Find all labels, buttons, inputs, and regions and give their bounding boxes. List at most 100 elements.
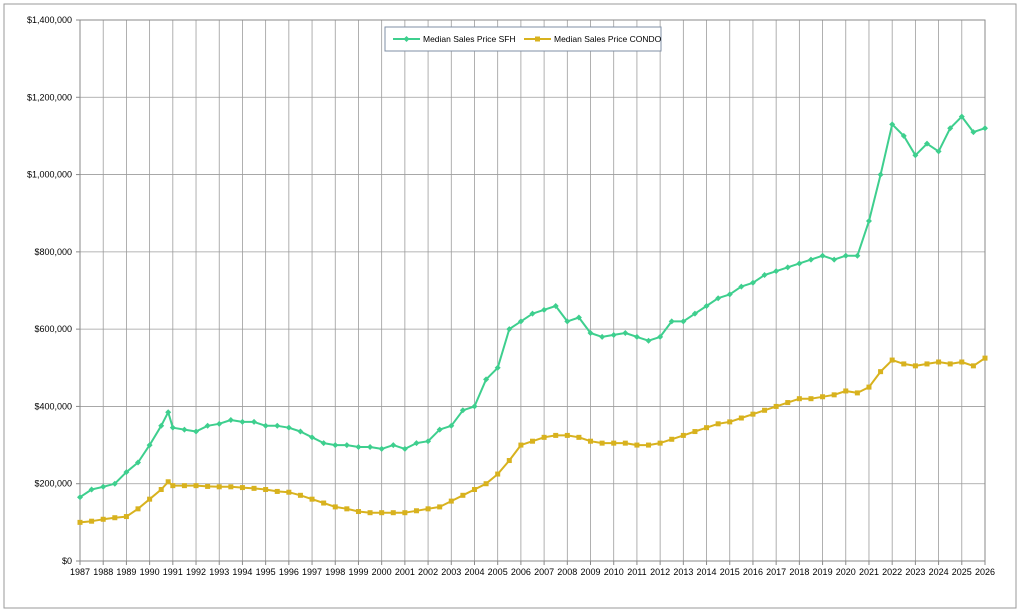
data-point xyxy=(135,506,141,512)
data-point xyxy=(355,444,362,451)
data-point xyxy=(169,424,176,431)
data-point xyxy=(738,283,745,290)
data-point xyxy=(239,485,245,491)
data-point xyxy=(564,318,571,325)
data-point xyxy=(401,445,408,452)
data-point xyxy=(239,418,246,425)
x-tick-label: 2022 xyxy=(882,567,902,577)
data-point xyxy=(912,152,919,159)
data-point xyxy=(633,333,640,340)
data-point xyxy=(936,359,942,365)
x-tick-label: 1996 xyxy=(279,567,299,577)
data-point xyxy=(123,469,130,476)
x-tick-label: 2025 xyxy=(952,567,972,577)
data-point xyxy=(843,388,849,394)
x-tick-label: 2005 xyxy=(488,567,508,577)
data-point xyxy=(471,403,478,410)
data-point xyxy=(205,483,211,489)
x-tick-label: 1991 xyxy=(163,567,183,577)
data-point xyxy=(530,438,535,444)
data-point xyxy=(471,487,477,493)
x-tick-label: 1987 xyxy=(70,567,90,577)
data-point xyxy=(146,442,153,449)
x-tick-label: 1998 xyxy=(325,567,345,577)
x-axis: 1987 1988 1989 1990 1991 1992 1993 1994 1995 1996… xyxy=(70,561,995,577)
x-tick-label: 2021 xyxy=(859,567,879,577)
data-point xyxy=(970,363,976,369)
x-tick-label: 2003 xyxy=(441,567,461,577)
data-point xyxy=(343,442,350,449)
data-point xyxy=(599,440,605,446)
data-point xyxy=(274,488,280,494)
data-point xyxy=(831,256,838,263)
data-point xyxy=(715,421,721,427)
data-point xyxy=(749,279,756,286)
y-tick-label: $400,000 xyxy=(34,401,72,411)
data-point xyxy=(646,442,652,448)
data-point xyxy=(390,442,397,449)
x-tick-label: 1994 xyxy=(232,567,252,577)
x-tick-label: 2007 xyxy=(534,567,554,577)
data-point xyxy=(204,422,211,429)
data-point xyxy=(796,396,802,402)
data-point xyxy=(344,506,350,512)
x-tick-label: 2015 xyxy=(720,567,740,577)
data-point xyxy=(877,171,884,178)
data-point xyxy=(970,129,977,136)
x-tick-label: 2006 xyxy=(511,567,531,577)
data-point xyxy=(935,148,942,155)
data-point xyxy=(460,492,466,498)
data-point xyxy=(321,500,327,506)
data-point xyxy=(147,496,153,502)
data-point xyxy=(541,434,547,440)
x-tick-label: 1997 xyxy=(302,567,322,577)
y-tick-label: $200,000 xyxy=(34,479,72,489)
data-point xyxy=(390,510,396,516)
data-point xyxy=(541,306,548,313)
data-point xyxy=(286,489,292,495)
x-tick-label: 2026 xyxy=(975,567,995,577)
data-point xyxy=(367,444,374,451)
data-point xyxy=(807,256,814,263)
legend-sfh-label: Median Sales Price SFH xyxy=(423,34,516,44)
data-point xyxy=(645,337,652,344)
data-point xyxy=(587,330,594,337)
x-tick-label: 2001 xyxy=(395,567,415,577)
data-point xyxy=(610,331,617,338)
data-point xyxy=(680,432,686,438)
x-tick-label: 2014 xyxy=(697,567,717,577)
data-point xyxy=(726,291,733,298)
x-tick-label: 1992 xyxy=(186,567,206,577)
x-tick-label: 2016 xyxy=(743,567,763,577)
data-point xyxy=(425,506,431,512)
data-point xyxy=(77,519,83,525)
data-point xyxy=(692,429,698,435)
data-point xyxy=(251,485,257,491)
data-point xyxy=(263,487,269,493)
data-point xyxy=(193,428,200,435)
data-point xyxy=(274,422,281,429)
data-point xyxy=(448,498,454,504)
data-point xyxy=(808,396,814,402)
data-point xyxy=(112,515,118,521)
data-point xyxy=(193,483,199,489)
data-point xyxy=(762,407,768,413)
data-point xyxy=(820,394,826,400)
x-tick-label: 2008 xyxy=(557,567,577,577)
data-point xyxy=(309,434,316,441)
data-point xyxy=(669,436,675,442)
data-point xyxy=(100,516,106,522)
data-point xyxy=(437,504,443,510)
data-point xyxy=(355,509,361,515)
x-tick-label: 1995 xyxy=(256,567,276,577)
data-point xyxy=(611,440,617,446)
data-point xyxy=(831,392,837,398)
x-tick-label: 2020 xyxy=(836,567,856,577)
series-group xyxy=(77,113,988,525)
x-tick-label: 1993 xyxy=(209,567,229,577)
data-point xyxy=(517,318,524,325)
data-point xyxy=(668,318,675,325)
x-tick-label: 2002 xyxy=(418,567,438,577)
data-point xyxy=(309,496,315,502)
data-point xyxy=(819,252,826,259)
